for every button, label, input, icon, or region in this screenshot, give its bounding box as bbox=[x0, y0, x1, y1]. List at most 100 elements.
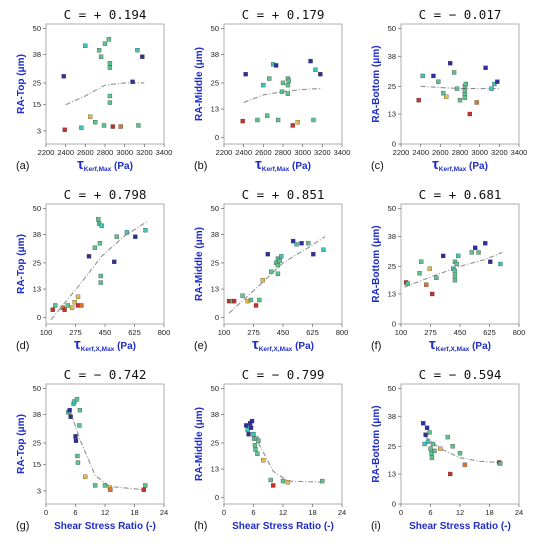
data-point bbox=[286, 78, 292, 83]
data-point bbox=[256, 438, 261, 443]
panel-title: C = + 0.798 bbox=[64, 187, 147, 202]
data-point bbox=[420, 421, 426, 426]
data-point bbox=[434, 275, 439, 280]
panel-tag: (b) bbox=[194, 160, 207, 172]
data-point bbox=[308, 58, 313, 64]
data-point bbox=[431, 73, 436, 79]
x-tick-label: 2400 bbox=[412, 148, 429, 157]
data-point bbox=[428, 446, 433, 451]
data-point bbox=[75, 460, 81, 465]
x-tick-label: 450 bbox=[277, 328, 290, 337]
panel-g: C = − 0.742 0 6 12 18 24 3 15 25 38 50 RA-Top (μm) S… bbox=[16, 367, 168, 532]
data-point bbox=[320, 478, 325, 484]
data-point bbox=[275, 117, 281, 123]
plot-frame bbox=[223, 203, 343, 325]
data-point bbox=[445, 434, 450, 440]
x-axis-label: Shear Stress Ratio (-) bbox=[232, 521, 334, 532]
data-point bbox=[110, 124, 116, 129]
x-tick-label: 12 bbox=[101, 508, 109, 517]
x-tick-label: 2400 bbox=[57, 148, 74, 157]
y-tick-label: 38 bbox=[33, 230, 41, 239]
panel-c: C = − 0.017 2200 2400 2600 2800 3000 3200 3400 0… bbox=[371, 7, 527, 173]
data-point bbox=[462, 462, 468, 467]
x-tick-label: 24 bbox=[338, 508, 346, 517]
x-tick-label: 3400 bbox=[156, 148, 173, 157]
x-tick-label: 12 bbox=[279, 508, 287, 517]
data-point bbox=[285, 91, 291, 96]
data-point bbox=[469, 250, 474, 255]
data-point bbox=[102, 41, 108, 46]
y-tick-label: 0 bbox=[37, 313, 41, 322]
data-point bbox=[448, 471, 453, 477]
fit-line bbox=[70, 412, 145, 491]
data-point bbox=[73, 434, 78, 439]
y-tick-label: 50 bbox=[388, 204, 396, 213]
data-point bbox=[285, 82, 291, 88]
data-point bbox=[257, 297, 262, 303]
data-point bbox=[99, 223, 104, 228]
data-point bbox=[248, 425, 254, 430]
data-point bbox=[318, 72, 323, 77]
panel-tag: (e) bbox=[194, 340, 207, 352]
y-axis-label: RA-Top (μm) bbox=[16, 54, 27, 114]
x-tick-label: 800 bbox=[336, 328, 349, 337]
data-point bbox=[260, 278, 265, 283]
data-point bbox=[243, 72, 248, 77]
y-tick-label: 38 bbox=[33, 410, 41, 419]
data-point bbox=[299, 241, 304, 246]
y-tick-label: 0 bbox=[215, 313, 219, 322]
data-point bbox=[268, 477, 273, 483]
data-point bbox=[101, 123, 107, 128]
data-point bbox=[463, 81, 469, 87]
x-tick-label: 275 bbox=[424, 328, 437, 337]
data-point bbox=[68, 414, 73, 419]
y-tick-label: 38 bbox=[33, 50, 41, 59]
x-tick-label: 3200 bbox=[491, 148, 508, 157]
y-tick-label: 0 bbox=[215, 133, 219, 142]
panel-tag: (f) bbox=[371, 340, 381, 352]
data-point bbox=[83, 474, 88, 479]
data-point bbox=[279, 89, 285, 94]
y-tick-label: 38 bbox=[388, 412, 396, 421]
y-tick-label: 25 bbox=[33, 258, 41, 267]
fit-line bbox=[420, 85, 500, 90]
y-tick-label: 25 bbox=[211, 78, 219, 87]
data-point bbox=[246, 432, 251, 437]
y-tick-label: 38 bbox=[388, 52, 396, 61]
data-point bbox=[273, 63, 279, 68]
panel-e: C = + 0.851 100 275 450 625 800 0 13 25 38 50 RA-Mi… bbox=[194, 187, 348, 353]
x-tick-label: 3000 bbox=[471, 148, 488, 157]
data-point bbox=[253, 303, 259, 308]
x-tick-label: 2600 bbox=[255, 148, 272, 157]
y-tick-label: 50 bbox=[211, 384, 219, 393]
data-point bbox=[75, 453, 80, 459]
y-tick-label: 25 bbox=[388, 442, 396, 451]
y-tick-label: 15 bbox=[33, 460, 41, 469]
x-tick-label: 0 bbox=[222, 508, 226, 517]
data-point bbox=[136, 123, 141, 128]
data-point bbox=[65, 303, 71, 308]
data-point bbox=[290, 238, 296, 244]
data-point bbox=[280, 80, 286, 86]
data-point bbox=[92, 245, 98, 250]
y-tick-label: 50 bbox=[33, 24, 41, 33]
data-point bbox=[321, 247, 326, 252]
x-tick-label: 3400 bbox=[334, 148, 351, 157]
data-point bbox=[294, 242, 299, 247]
x-axis-label: Shear Stress Ratio (-) bbox=[54, 521, 156, 532]
y-tick-label: 25 bbox=[211, 258, 219, 267]
data-point bbox=[79, 303, 84, 308]
y-axis-label: RA-Bottom (μm) bbox=[371, 405, 382, 482]
data-point bbox=[249, 418, 255, 424]
data-point bbox=[72, 399, 77, 404]
data-point bbox=[476, 250, 481, 255]
data-point bbox=[79, 125, 84, 130]
x-tick-label: 24 bbox=[515, 508, 523, 517]
data-point bbox=[419, 259, 424, 264]
data-point bbox=[456, 253, 461, 259]
panel-tag: (h) bbox=[194, 520, 207, 532]
data-point bbox=[62, 127, 67, 132]
data-point bbox=[77, 408, 83, 413]
y-tick-label: 3 bbox=[37, 486, 41, 495]
